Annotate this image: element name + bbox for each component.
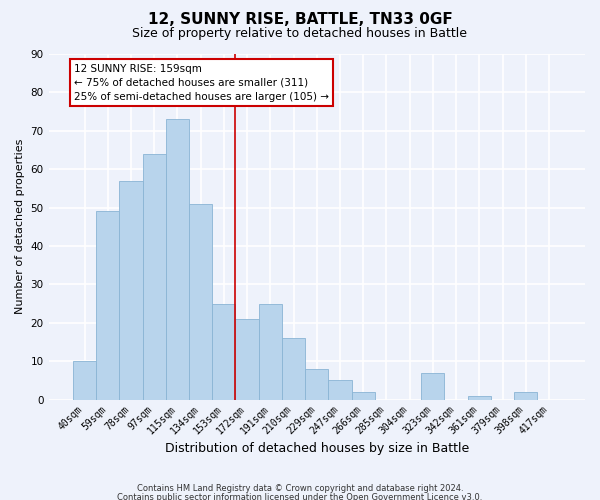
Bar — [73, 361, 96, 400]
X-axis label: Distribution of detached houses by size in Battle: Distribution of detached houses by size … — [164, 442, 469, 455]
Bar — [189, 204, 212, 400]
Bar — [96, 212, 119, 400]
Bar — [143, 154, 166, 400]
Text: 12 SUNNY RISE: 159sqm
← 75% of detached houses are smaller (311)
25% of semi-det: 12 SUNNY RISE: 159sqm ← 75% of detached … — [74, 64, 329, 102]
Bar — [328, 380, 352, 400]
Y-axis label: Number of detached properties: Number of detached properties — [15, 139, 25, 314]
Text: Contains HM Land Registry data © Crown copyright and database right 2024.: Contains HM Land Registry data © Crown c… — [137, 484, 463, 493]
Bar — [468, 396, 491, 400]
Bar — [166, 120, 189, 400]
Text: Contains public sector information licensed under the Open Government Licence v3: Contains public sector information licen… — [118, 492, 482, 500]
Text: Size of property relative to detached houses in Battle: Size of property relative to detached ho… — [133, 28, 467, 40]
Bar — [282, 338, 305, 400]
Bar — [514, 392, 538, 400]
Bar — [352, 392, 375, 400]
Bar — [421, 372, 445, 400]
Text: 12, SUNNY RISE, BATTLE, TN33 0GF: 12, SUNNY RISE, BATTLE, TN33 0GF — [148, 12, 452, 28]
Bar — [235, 319, 259, 400]
Bar — [305, 369, 328, 400]
Bar — [119, 180, 143, 400]
Bar — [212, 304, 235, 400]
Bar — [259, 304, 282, 400]
